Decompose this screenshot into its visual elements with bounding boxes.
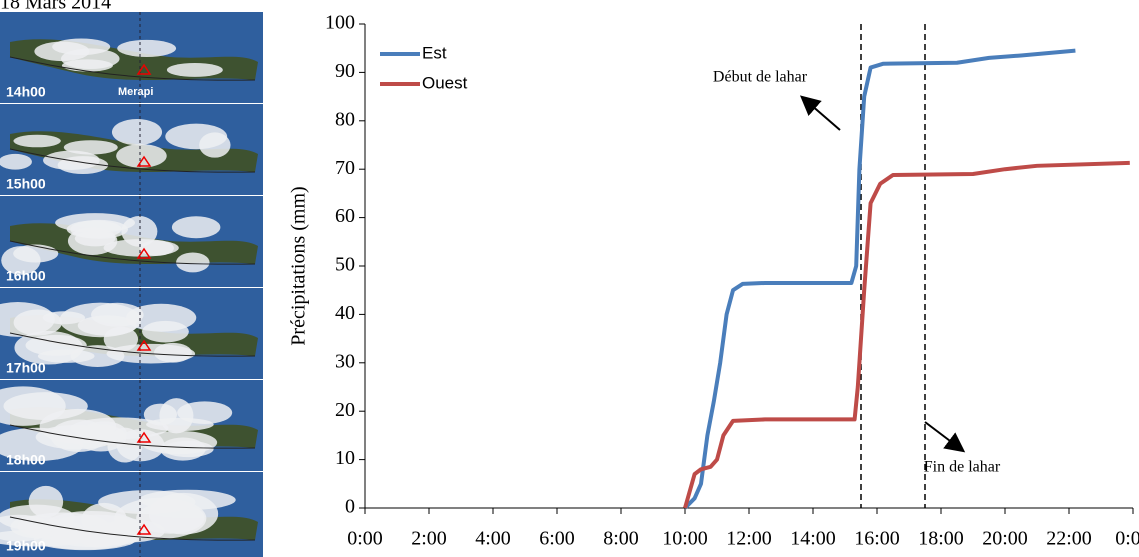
cloud [116, 144, 167, 168]
cloud [37, 349, 95, 363]
figure-title: 18 Mars 2014 [0, 0, 111, 14]
cloud [28, 485, 64, 518]
x-tick-label: 6:00 [539, 528, 575, 550]
panel-time: 15h00 [6, 176, 46, 192]
volcano-marker [136, 63, 152, 75]
cloud [13, 134, 61, 148]
y-tick-label: 50 [335, 254, 355, 276]
cloud [40, 531, 129, 550]
panel-time: 18h00 [6, 452, 46, 468]
coastline [9, 516, 256, 541]
y-tick-label: 80 [335, 108, 355, 130]
x-tick-label: 10:00 [662, 528, 708, 550]
cloud [171, 216, 221, 239]
coastline [9, 148, 256, 173]
volcano-label: Merapi [118, 86, 153, 98]
y-tick-label: 60 [335, 205, 355, 227]
satellite-panel: 19h00 [0, 472, 263, 557]
x-tick-label: 16:00 [854, 528, 900, 550]
cloud [176, 252, 210, 273]
y-tick-label: 40 [335, 302, 355, 324]
cloud [0, 514, 53, 542]
satellite-panel: 15h00 [0, 104, 263, 195]
cloud [55, 213, 136, 233]
legend-label: Est [422, 43, 447, 62]
satellite-panel: 16h00 [0, 196, 263, 287]
x-tick-label: 14:00 [790, 528, 836, 550]
legend-label: Ouest [422, 73, 468, 92]
cloud [165, 123, 228, 150]
cloud [103, 239, 179, 257]
coastline [9, 424, 256, 449]
cloud [74, 230, 116, 247]
volcano-marker [136, 431, 152, 443]
panel-time: 17h00 [6, 360, 46, 376]
volcano-marker [136, 523, 152, 535]
cloud [63, 140, 118, 155]
coastline [9, 332, 256, 357]
x-tick-label: 0:00 [1115, 528, 1139, 550]
cloud [143, 403, 178, 426]
cloud [117, 39, 177, 57]
cloud [107, 427, 143, 463]
satellite-panels: 14h00 Merapi 15h00 16h00 17h00 18h00 19h00 [0, 12, 263, 557]
x-tick-label: 22:00 [1046, 528, 1092, 550]
cloud [34, 41, 90, 62]
annotation-arrow [799, 95, 841, 131]
volcano-marker [136, 339, 152, 351]
x-tick-label: 18:00 [918, 528, 964, 550]
panel-time: 19h00 [6, 538, 46, 554]
panel-time: 14h00 [6, 84, 46, 100]
y-tick-label: 70 [335, 157, 355, 179]
cloud [0, 153, 32, 170]
volcano-marker [136, 247, 152, 259]
y-tick-label: 100 [325, 12, 355, 34]
cloud [111, 118, 163, 146]
coastline [9, 240, 256, 265]
cloud [0, 427, 84, 462]
x-tick-label: 12:00 [726, 528, 772, 550]
y-tick-label: 90 [335, 60, 355, 82]
y-tick-label: 10 [335, 447, 355, 469]
annotation-arrow [924, 421, 966, 453]
cloud [77, 315, 137, 336]
series-line [683, 48, 1076, 510]
x-tick-label: 20:00 [982, 528, 1028, 550]
cloud [142, 320, 189, 343]
coastline [9, 56, 256, 81]
cloud [140, 430, 218, 455]
x-tick-label: 0:00 [347, 528, 383, 550]
y-tick-label: 0 [345, 496, 355, 518]
y-tick-label: 30 [335, 350, 355, 372]
satellite-panel: 18h00 [0, 380, 263, 471]
x-tick-label: 8:00 [603, 528, 639, 550]
cloud [61, 59, 113, 72]
annotation: Début de lahar [713, 69, 808, 86]
volcano-marker [136, 155, 152, 167]
satellite-panel: 14h00 Merapi [0, 12, 263, 103]
cloud [0, 302, 55, 337]
chart: Précipitations (mm) Début de lahar Fin d… [288, 12, 1139, 550]
annotation: Fin de lahar [924, 459, 1001, 476]
cloud [98, 490, 196, 515]
satellite-panel: 17h00 [0, 288, 263, 379]
panel-time: 16h00 [6, 268, 46, 284]
y-axis-label: Précipitations (mm) [288, 186, 310, 345]
cloud [166, 62, 223, 77]
x-tick-label: 4:00 [475, 528, 511, 550]
series-line [683, 160, 1130, 509]
y-tick-label: 20 [335, 399, 355, 421]
cloud [1, 246, 41, 275]
x-tick-label: 2:00 [411, 528, 447, 550]
